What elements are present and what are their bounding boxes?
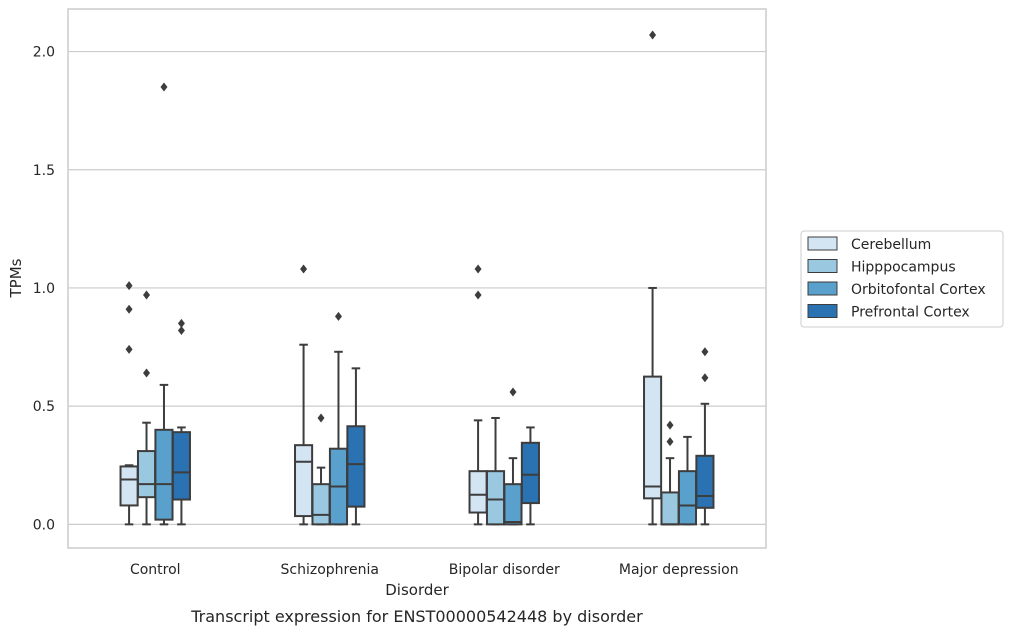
box-cerebellum [468, 264, 488, 526]
box [311, 483, 331, 526]
x-tick-label: Control [130, 562, 181, 578]
box [520, 441, 540, 505]
legend-label: Prefrontal Cortex [851, 305, 970, 321]
outlier-point [666, 420, 674, 430]
box-series-group [119, 30, 715, 526]
box [485, 470, 506, 526]
box-hipppocampus [136, 290, 157, 526]
outlier-point [177, 326, 185, 336]
x-tick-labels: Control Schizophrenia Bipolar disorder Majo… [130, 562, 739, 578]
box-orbitofontal-cortex [677, 435, 698, 526]
outlier-point [701, 347, 709, 357]
figure-caption: Transcript expression for ENST0000054244… [190, 607, 643, 626]
legend-swatch [807, 281, 838, 296]
outlier-point [666, 437, 674, 447]
box [695, 454, 715, 509]
box-orbitofontal-cortex [328, 311, 349, 526]
x-tick-label: Bipolar disorder [449, 562, 560, 578]
box-cerebellum [294, 264, 314, 526]
outlier-point [160, 82, 168, 92]
outlier-point [125, 304, 133, 314]
legend-swatch [807, 304, 838, 318]
box-orbitofontal-cortex [503, 387, 523, 526]
legend-label: Cerebellum [851, 237, 931, 253]
box-hipppocampus [311, 413, 331, 526]
outlier-point [701, 373, 709, 383]
outlier-point [474, 290, 482, 300]
box [643, 375, 663, 500]
box [677, 470, 698, 526]
legend-swatch [807, 259, 838, 273]
outlier-point [474, 264, 482, 274]
outlier-point [125, 344, 133, 354]
y-tick-label: 1.0 [33, 281, 55, 297]
box-prefrontal-cortex [346, 367, 366, 526]
legend-label: Orbitofontal Cortex [851, 282, 986, 298]
box [468, 470, 488, 514]
outlier-point [649, 30, 657, 40]
legend-label: Hipppocampus [851, 260, 956, 276]
box-prefrontal-cortex [171, 318, 191, 526]
box [119, 465, 139, 507]
outlier-point [177, 318, 185, 328]
box [346, 425, 366, 508]
y-tick-label: 0.5 [33, 399, 55, 415]
box [503, 483, 523, 526]
outlier-point [143, 368, 151, 378]
legend: Cerebellum Hipppocampus Orbitofontal Corte… [800, 230, 1004, 328]
box [660, 491, 680, 526]
plot-frame [67, 8, 767, 549]
outlier-point [300, 264, 308, 274]
y-tick-label: 2.0 [33, 45, 55, 61]
outlier-point [125, 281, 133, 291]
y-tick-label: 1.5 [33, 163, 55, 179]
box [136, 450, 157, 499]
outlier-point [509, 387, 517, 397]
box-hipppocampus [660, 420, 680, 526]
box [171, 431, 191, 501]
outlier-point [143, 290, 151, 300]
x-axis-label: Disorder [385, 581, 449, 599]
box-cerebellum [119, 281, 139, 526]
box [294, 444, 314, 518]
y-tick-labels: 0.0 0.5 1.0 1.5 2.0 [33, 45, 55, 534]
y-axis-label: TPMs [7, 258, 25, 298]
box-cerebellum [643, 30, 663, 526]
x-tick-label: Major depression [619, 562, 739, 578]
box-prefrontal-cortex [520, 426, 540, 526]
outlier-point [317, 413, 325, 423]
legend-swatch [807, 236, 838, 251]
box-hipppocampus [485, 416, 506, 526]
box-prefrontal-cortex [695, 347, 715, 526]
box-orbitofontal-cortex [154, 82, 174, 526]
x-tick-label: Schizophrenia [281, 562, 379, 578]
outlier-point [334, 311, 342, 321]
legend-frame [800, 230, 1004, 328]
box [154, 428, 174, 521]
y-tick-label: 0.0 [33, 517, 55, 533]
